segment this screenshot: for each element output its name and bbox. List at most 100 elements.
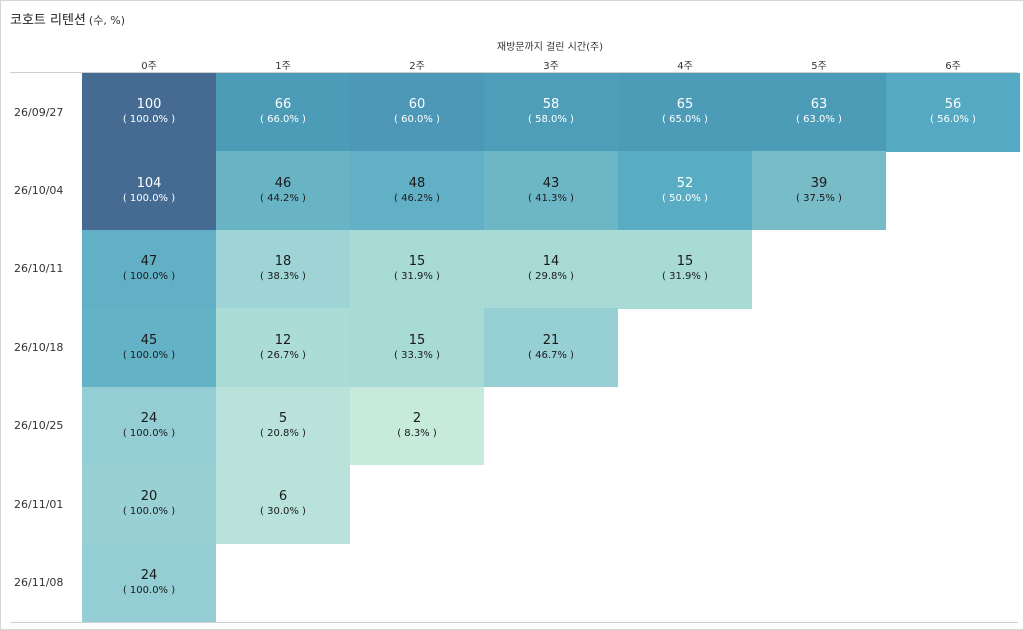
cell-percent: ( 46.7% )	[528, 349, 574, 361]
cell-percent: ( 29.8% )	[528, 271, 574, 283]
cohort-label: 26/11/01	[14, 497, 64, 511]
column-header: 4주	[677, 61, 693, 72]
column-header: 5주	[811, 61, 827, 72]
cell-percent: ( 58.0% )	[528, 114, 574, 126]
heatmap-cell[interactable]: 52( 50.0% )	[618, 151, 752, 231]
cell-percent: ( 100.0% )	[122, 271, 176, 283]
cell-percent: ( 41.3% )	[528, 192, 574, 204]
cell-percent: ( 37.5% )	[796, 192, 842, 204]
cell-count: 43	[542, 175, 560, 191]
cell-percent: ( 66.0% )	[260, 114, 306, 126]
heatmap-cell[interactable]: 104( 100.0% )	[82, 151, 216, 231]
heatmap-cell[interactable]: 39( 37.5% )	[752, 151, 886, 231]
chart-title-text: 코호트 리텐션	[10, 13, 86, 28]
heatmap-cell[interactable]: 24( 100.0% )	[82, 386, 216, 466]
heatmap-cell[interactable]: 56( 56.0% )	[886, 73, 1020, 152]
cell-count: 48	[408, 175, 426, 191]
cell-percent: ( 44.2% )	[260, 192, 306, 204]
column-header: 3주	[543, 61, 559, 72]
cell-count: 15	[676, 254, 694, 270]
cell-count: 47	[140, 254, 158, 270]
heatmap-cell[interactable]: 24( 100.0% )	[82, 543, 216, 623]
cell-count: 46	[274, 175, 292, 191]
cell-count: 100	[136, 97, 162, 113]
bottom-divider	[10, 622, 1018, 623]
cell-count: 12	[274, 332, 292, 348]
cell-percent: ( 100.0% )	[122, 114, 176, 126]
heatmap-cell[interactable]: 12( 26.7% )	[216, 308, 350, 388]
cohort-label: 26/10/11	[14, 262, 64, 276]
cell-count: 2	[412, 411, 422, 427]
cell-percent: ( 46.2% )	[394, 192, 440, 204]
heatmap-cell[interactable]: 65( 65.0% )	[618, 73, 752, 152]
heatmap-cell[interactable]: 20( 100.0% )	[82, 465, 216, 544]
cell-count: 21	[542, 332, 560, 348]
heatmap-cell[interactable]: 2( 8.3% )	[350, 386, 484, 466]
cell-percent: ( 33.3% )	[394, 349, 440, 361]
heatmap-cell[interactable]: 45( 100.0% )	[82, 308, 216, 388]
cohort-label: 26/10/25	[14, 419, 64, 433]
cell-percent: ( 8.3% )	[397, 428, 437, 440]
cell-percent: ( 60.0% )	[394, 114, 440, 126]
heatmap-cell[interactable]: 14( 29.8% )	[484, 229, 618, 309]
cell-percent: ( 100.0% )	[122, 506, 176, 518]
cell-count: 45	[140, 332, 158, 348]
chart-title: 코호트 리텐션 (수, %)	[10, 9, 125, 28]
heatmap-cell[interactable]: 18( 38.3% )	[216, 229, 350, 309]
cohort-label: 26/09/27	[14, 105, 64, 119]
cell-count: 58	[542, 97, 560, 113]
cell-count: 39	[810, 175, 828, 191]
chart-subtitle: (수, %)	[88, 14, 126, 27]
cell-percent: ( 100.0% )	[122, 349, 176, 361]
cell-percent: ( 38.3% )	[260, 271, 306, 283]
cohort-label: 26/10/04	[14, 184, 64, 198]
cell-count: 6	[278, 489, 288, 505]
cell-percent: ( 31.9% )	[394, 271, 440, 283]
heatmap-cell[interactable]: 43( 41.3% )	[484, 151, 618, 231]
cohort-label: 26/10/18	[14, 340, 64, 354]
heatmap-cell[interactable]: 15( 31.9% )	[350, 229, 484, 309]
cell-count: 60	[408, 97, 426, 113]
cell-percent: ( 100.0% )	[122, 428, 176, 440]
cell-count: 18	[274, 254, 292, 270]
cell-count: 24	[140, 567, 158, 583]
heatmap-cell[interactable]: 47( 100.0% )	[82, 229, 216, 309]
heatmap-cell[interactable]: 46( 44.2% )	[216, 151, 350, 231]
cell-count: 65	[676, 97, 694, 113]
heatmap-cell[interactable]: 5( 20.8% )	[216, 386, 350, 466]
column-header: 1주	[275, 61, 291, 72]
heatmap-cell[interactable]: 48( 46.2% )	[350, 151, 484, 231]
cell-percent: ( 63.0% )	[796, 114, 842, 126]
x-axis-title: 재방문까지 걸린 시간(주)	[496, 42, 604, 53]
heatmap-cell[interactable]: 15( 33.3% )	[350, 308, 484, 388]
cell-count: 14	[542, 254, 560, 270]
heatmap-cell[interactable]: 66( 66.0% )	[216, 73, 350, 152]
column-header: 0주	[141, 61, 157, 72]
cell-count: 63	[810, 97, 828, 113]
heatmap-cell[interactable]: 15( 31.9% )	[618, 229, 752, 309]
header-divider	[10, 72, 1018, 73]
heatmap-cell[interactable]: 58( 58.0% )	[484, 73, 618, 152]
cell-percent: ( 100.0% )	[122, 584, 176, 596]
cell-percent: ( 26.7% )	[260, 349, 306, 361]
cell-count: 15	[408, 332, 426, 348]
heatmap-cell[interactable]: 60( 60.0% )	[350, 73, 484, 152]
cell-percent: ( 20.8% )	[260, 428, 306, 440]
heatmap-cell[interactable]: 63( 63.0% )	[752, 73, 886, 152]
cell-percent: ( 31.9% )	[662, 271, 708, 283]
column-header: 2주	[409, 61, 425, 72]
cell-percent: ( 30.0% )	[260, 506, 306, 518]
column-header: 6주	[945, 61, 961, 72]
heatmap-cell[interactable]: 21( 46.7% )	[484, 308, 618, 388]
heatmap-cell[interactable]: 6( 30.0% )	[216, 465, 350, 544]
cell-count: 24	[140, 411, 158, 427]
cell-percent: ( 65.0% )	[662, 114, 708, 126]
heatmap-cell[interactable]: 100( 100.0% )	[82, 73, 216, 152]
cell-count: 20	[140, 489, 158, 505]
cell-percent: ( 50.0% )	[662, 192, 708, 204]
cell-percent: ( 100.0% )	[122, 192, 176, 204]
cell-count: 66	[274, 97, 292, 113]
cell-percent: ( 56.0% )	[930, 114, 976, 126]
cell-count: 52	[676, 175, 694, 191]
cell-count: 56	[944, 97, 962, 113]
